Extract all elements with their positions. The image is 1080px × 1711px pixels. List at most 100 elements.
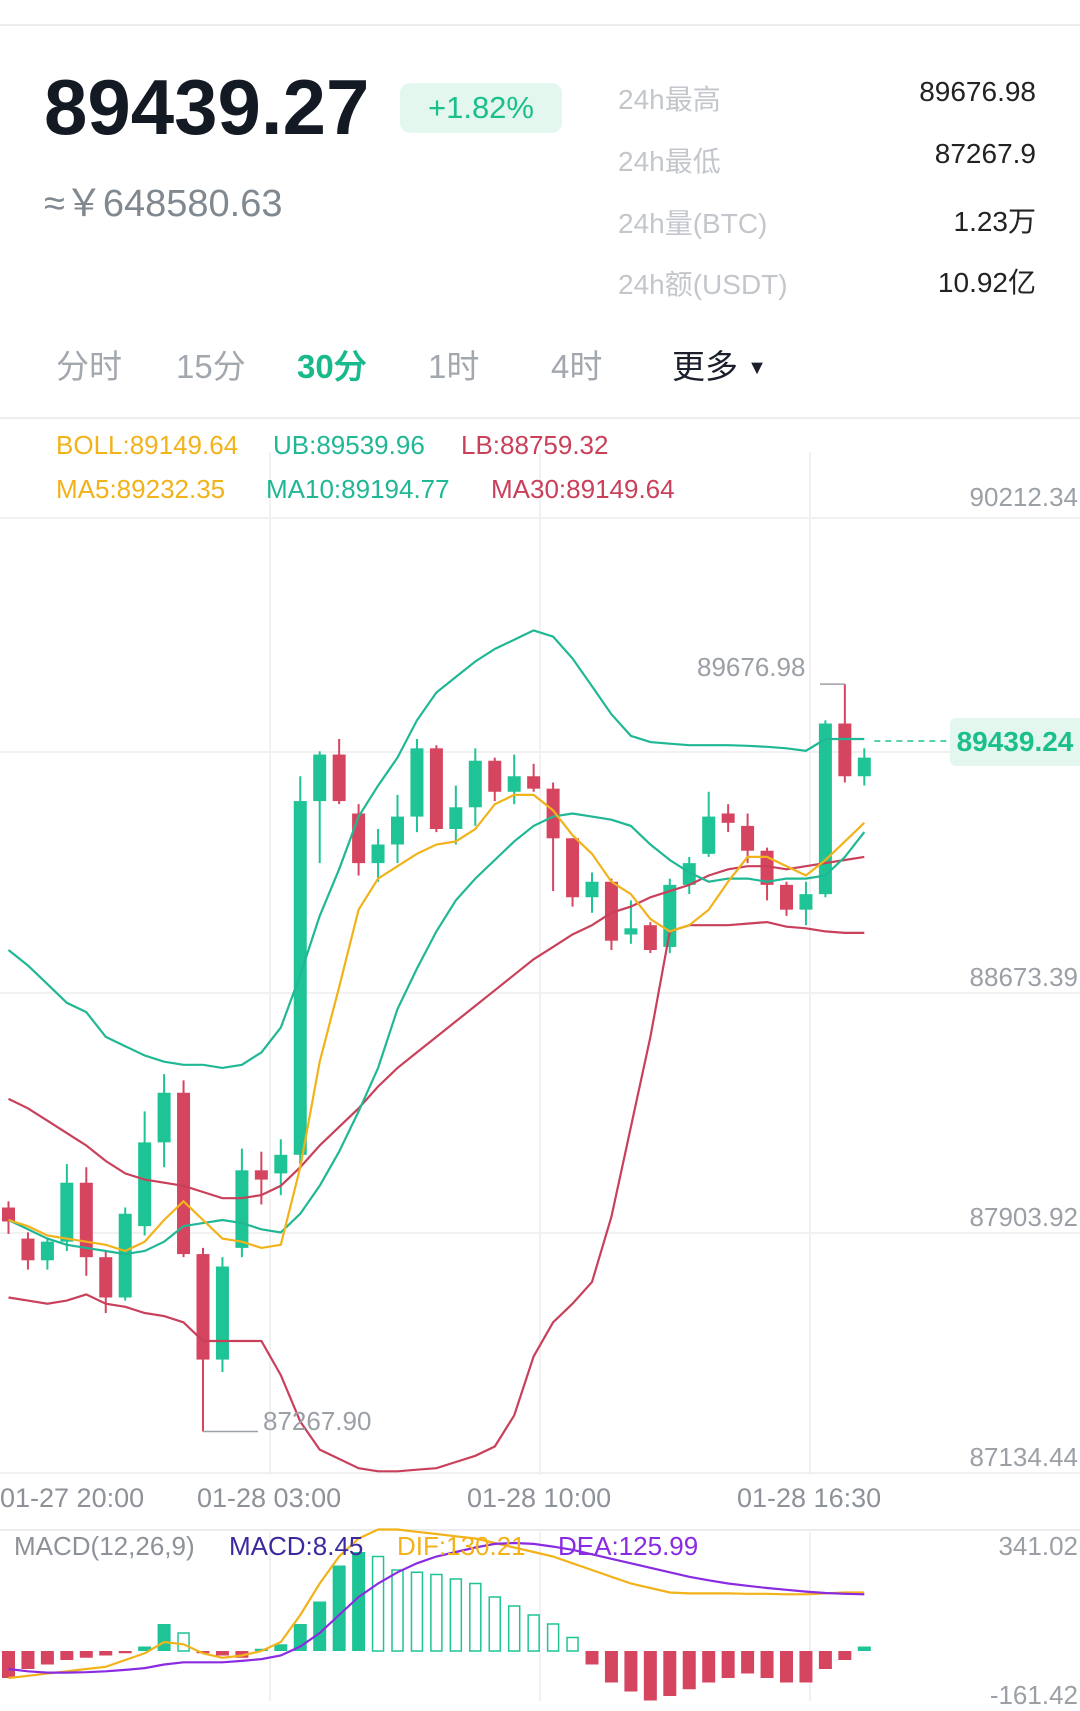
macd-bar	[663, 1651, 677, 1696]
candle-body	[624, 928, 638, 935]
tab-time-share[interactable]: 分时	[56, 348, 122, 385]
stat-value-24h-amount: 10.92亿	[937, 267, 1036, 298]
macd-bar	[818, 1651, 832, 1669]
macd-bar	[527, 1614, 540, 1652]
ma30-line	[8, 855, 865, 1200]
macd-bar	[430, 1573, 443, 1652]
tab-30m[interactable]: 30分	[297, 348, 367, 385]
interval-tabs: 分时 15分 30分 1时 4时 更多 ▼	[0, 340, 1080, 400]
stat-value-24h-high: 89676.98	[919, 76, 1036, 107]
caret-down-icon: ▼	[747, 357, 767, 379]
macd-bar	[99, 1651, 113, 1656]
candle-body	[585, 881, 599, 898]
candle-body	[235, 1170, 249, 1248]
y-tick-0: 90212.34	[969, 482, 1078, 512]
macd-bar	[760, 1651, 774, 1678]
macd-value: MACD:8.45	[229, 1531, 364, 1561]
macd-bar	[138, 1646, 152, 1651]
tabs-divider	[0, 417, 1080, 419]
stat-label-24h-volume: 24h量(BTC)	[618, 208, 768, 239]
candle-body	[60, 1182, 74, 1242]
tab-more-label: 更多	[672, 348, 738, 385]
candle-body	[604, 881, 618, 941]
macd-bar	[741, 1651, 755, 1674]
legend-boll: BOLL:89149.64	[56, 430, 239, 460]
macd-bar	[332, 1565, 346, 1651]
candle-body	[196, 1254, 210, 1360]
macd-bar	[838, 1651, 852, 1660]
macd-bar	[79, 1651, 93, 1658]
legend-ma10: MA10:89194.77	[266, 474, 450, 504]
macd-bar	[799, 1651, 813, 1683]
candle-body	[177, 1092, 191, 1255]
candle-body	[799, 894, 813, 910]
macd-bar	[215, 1651, 229, 1656]
candle-body	[857, 757, 871, 777]
candle-body	[138, 1142, 152, 1227]
legend-lb: LB:88759.32	[461, 430, 609, 460]
candle-body	[274, 1154, 288, 1174]
candle-body	[40, 1241, 54, 1261]
candle-body	[352, 813, 366, 864]
candle-body	[313, 754, 327, 802]
macd-bar	[313, 1601, 327, 1651]
candle-body	[410, 748, 424, 817]
current-price-tag: 89439.24	[950, 718, 1080, 766]
macd-title: MACD(12,26,9)	[14, 1531, 195, 1561]
legend-ma5: MA5:89232.35	[56, 474, 226, 504]
low-annotation: 87267.90	[263, 1406, 372, 1436]
macd-bar	[507, 1605, 521, 1652]
candle-body	[429, 748, 443, 830]
macd-tick-top: 341.02	[998, 1531, 1078, 1561]
macd-bar	[118, 1651, 132, 1654]
dif-line	[8, 1528, 865, 1680]
candle-body	[702, 816, 716, 854]
candle-body	[391, 816, 404, 845]
macd-bar	[40, 1651, 54, 1665]
macd-bar	[624, 1651, 638, 1692]
last-price: 89439.27	[44, 63, 370, 151]
ma5-line	[8, 793, 866, 1253]
y-tick-3: 87134.44	[969, 1442, 1078, 1472]
macd-bar	[702, 1651, 716, 1683]
boll-lower-line	[8, 920, 865, 1473]
tab-4h[interactable]: 4时	[551, 348, 603, 385]
dif-value: DIF:130.21	[397, 1531, 526, 1561]
macd-bar	[449, 1578, 463, 1652]
macd-bar	[546, 1623, 560, 1652]
candle-body	[663, 884, 677, 947]
macd-bar	[857, 1646, 871, 1651]
candle-body	[99, 1257, 113, 1298]
macd-bar	[157, 1624, 171, 1651]
candle-body	[721, 813, 735, 823]
candle-body	[21, 1238, 35, 1261]
candle-body	[118, 1213, 132, 1298]
macd-bar	[566, 1636, 579, 1652]
cny-price: ≈￥648580.63	[44, 183, 283, 225]
candle-body	[682, 863, 696, 885]
ma10-line	[8, 812, 866, 1256]
candle-body	[507, 776, 521, 792]
y-tick-1: 88673.39	[969, 962, 1078, 992]
macd-tick-bottom: -161.42	[989, 1680, 1078, 1710]
candle-body	[527, 776, 541, 789]
candle-body	[488, 760, 502, 792]
stat-value-24h-volume: 1.23万	[953, 206, 1037, 237]
tab-1h[interactable]: 1时	[428, 348, 480, 385]
candle-body	[566, 838, 580, 898]
macd-bar	[682, 1651, 696, 1690]
x-tick-2: 01-28 10:00	[467, 1483, 612, 1513]
macd-bar	[60, 1651, 74, 1660]
macd-bar	[488, 1596, 501, 1652]
candle-body	[332, 754, 346, 802]
macd-bar	[177, 1632, 190, 1652]
candle-body	[2, 1207, 15, 1222]
candle-body	[79, 1182, 93, 1258]
candle-body	[215, 1266, 229, 1360]
high-annotation: 89676.98	[697, 652, 806, 682]
tab-15m[interactable]: 15分	[176, 348, 246, 385]
macd-bar	[469, 1582, 482, 1652]
tab-more[interactable]: 更多 ▼	[672, 340, 767, 388]
candle-body	[546, 788, 560, 839]
